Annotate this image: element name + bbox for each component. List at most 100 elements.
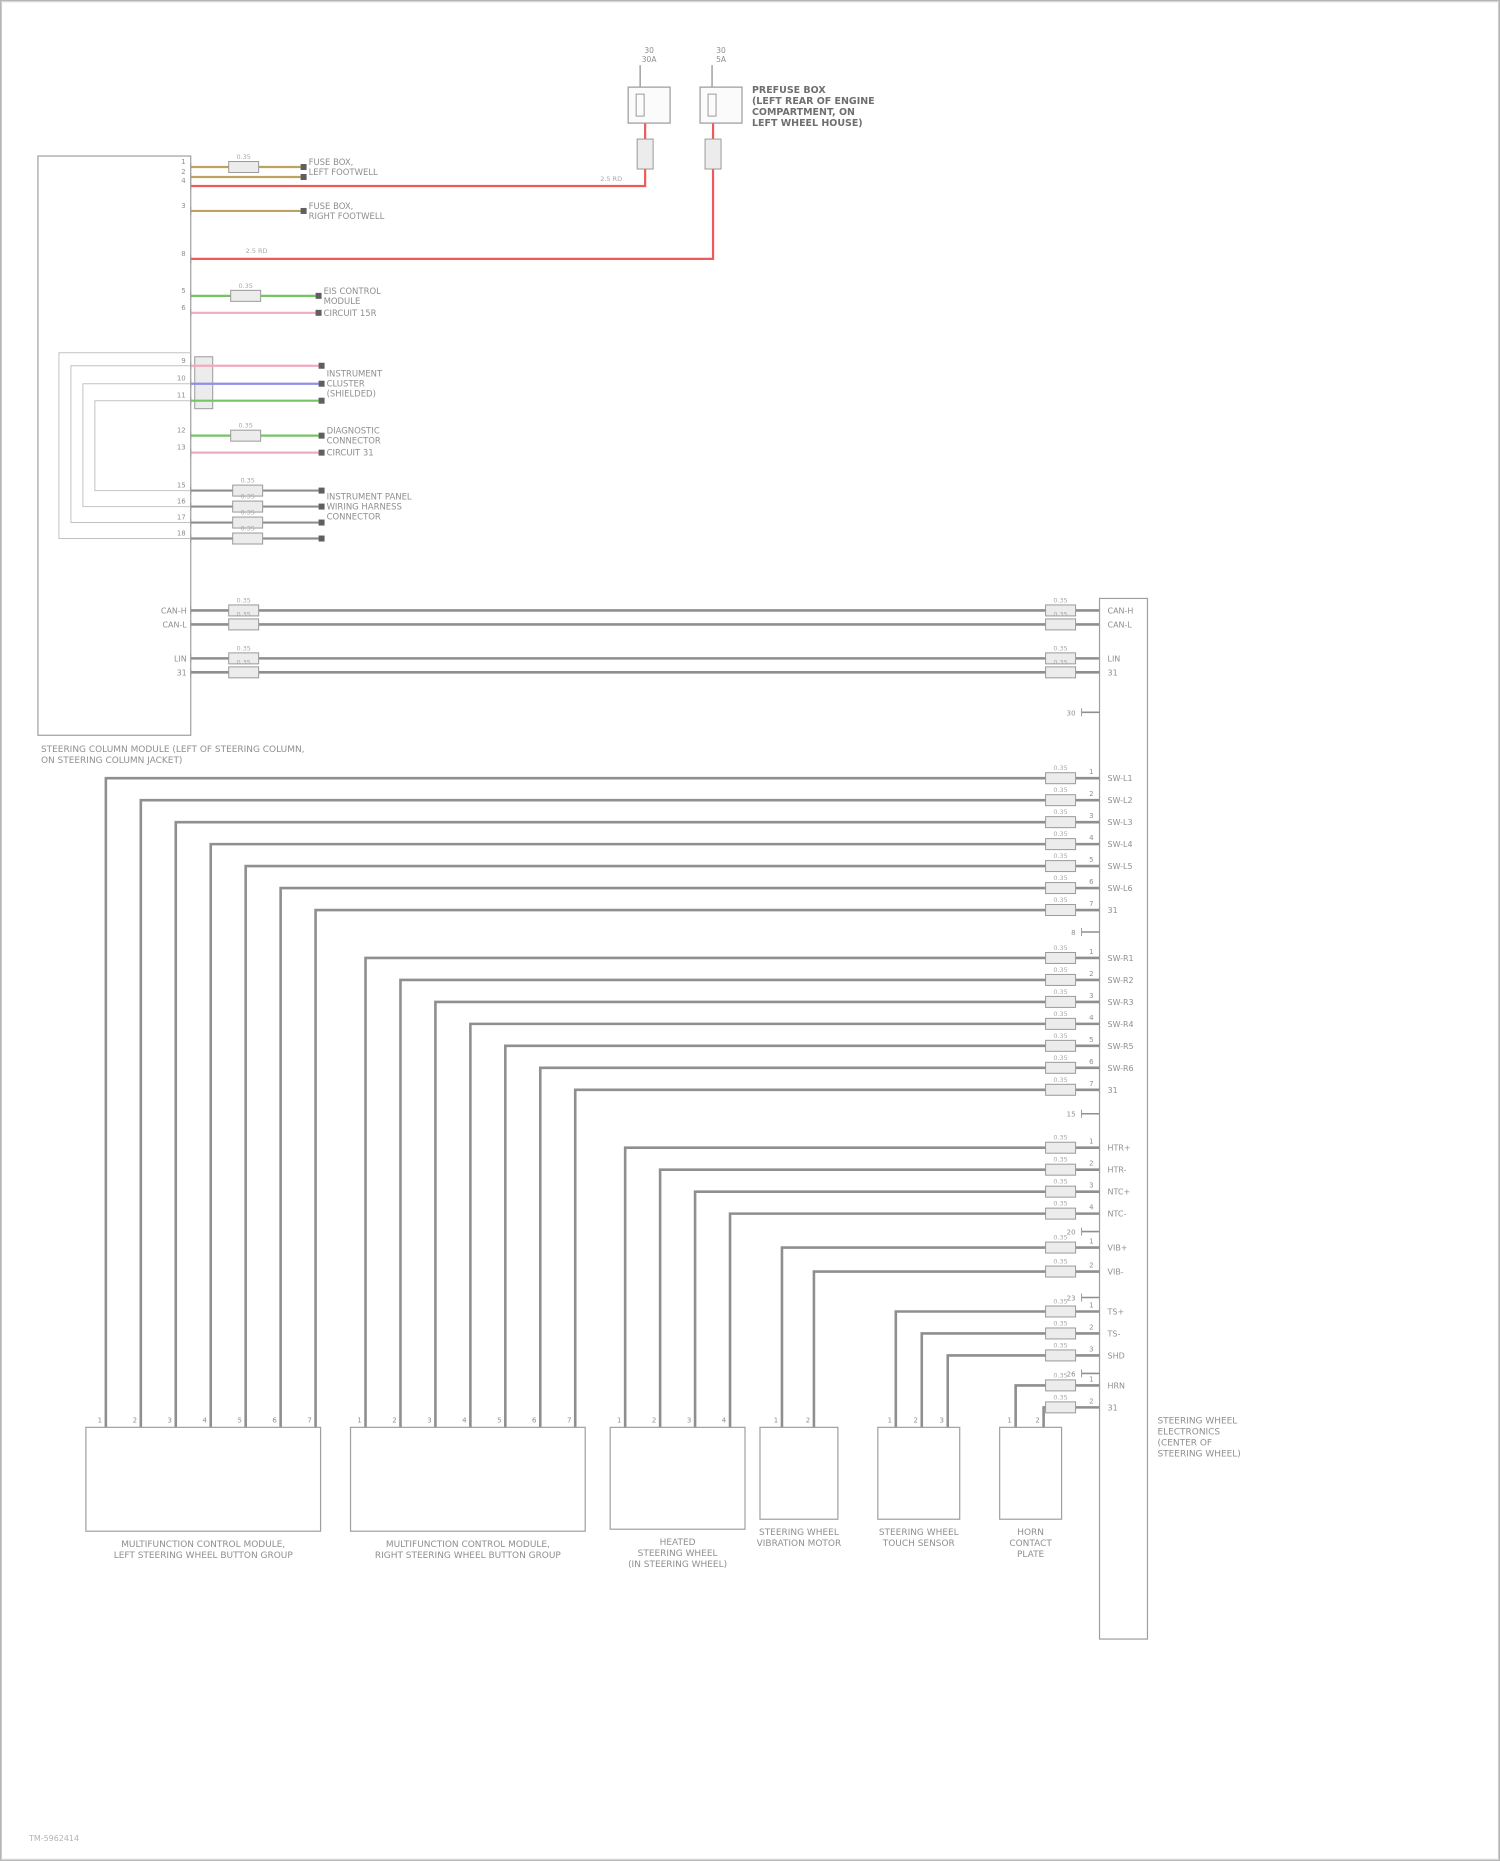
pin-number: 2: [133, 1416, 137, 1424]
pin-number: 3: [1089, 1345, 1093, 1353]
pin-number: 2: [181, 168, 185, 176]
destination-label: FUSE BOX,: [309, 201, 354, 211]
inline-connector: [1045, 973, 1077, 986]
inline-connector: [1045, 1305, 1077, 1318]
pin-number: 7: [1089, 900, 1093, 908]
group-wire: [399, 978, 1100, 1428]
fusebox-label: LEFT WHEEL HOUSE): [752, 118, 863, 129]
gauge-label: 0.35: [1053, 1258, 1067, 1266]
signal-label: SW-L3: [1108, 818, 1133, 827]
pin-number: 1: [1089, 948, 1093, 956]
pin-number: 1: [1089, 1301, 1093, 1309]
gauge-label: 0.35: [1053, 1393, 1067, 1401]
signal-label: VIB+: [1108, 1244, 1128, 1253]
pin-number: 3: [181, 202, 185, 210]
component-label: STEERING WHEEL: [879, 1528, 959, 1538]
group-wire: [244, 864, 1100, 1428]
destination-label: LEFT FOOTWELL: [309, 167, 378, 177]
terminal-dot: [318, 487, 325, 494]
group-wire: [434, 1000, 1100, 1428]
gauge-label: 0.35: [236, 658, 250, 666]
inline-connector: [704, 138, 722, 170]
signal-label: SW-L5: [1108, 862, 1133, 871]
terminal-dot: [318, 380, 325, 387]
fuse-label: 5A: [716, 55, 727, 64]
destination-label: INSTRUMENT PANEL: [327, 492, 412, 502]
signal-label: SW-R3: [1108, 998, 1134, 1007]
group-wire: [780, 1246, 1100, 1428]
fuse-label: 30: [644, 46, 654, 55]
pin-number: 4: [1089, 1014, 1094, 1022]
pin-number: 2: [1089, 1397, 1093, 1405]
group-wire: [728, 1212, 1100, 1428]
pin-number: 4: [203, 1416, 208, 1424]
group-wire: [920, 1332, 1100, 1428]
group-wire: [894, 1310, 1100, 1428]
pin-number: 4: [1089, 834, 1094, 842]
gauge-label: 0.35: [1053, 1010, 1067, 1018]
signal-label: HRN: [1108, 1381, 1126, 1390]
pin-number: 12: [177, 427, 186, 435]
pin-number: 3: [940, 1416, 944, 1424]
pin-number: 3: [1089, 812, 1093, 820]
inline-connector: [1045, 995, 1077, 1008]
pin-number: 2: [806, 1416, 810, 1424]
fusebox-label: PREFUSE BOX: [752, 85, 826, 96]
group-wire: [623, 1146, 1100, 1428]
signal-label: SW-R2: [1108, 976, 1134, 985]
inline-connector: [228, 161, 260, 174]
pin-number: 5: [497, 1416, 501, 1424]
group-wire: [139, 798, 1100, 1428]
pin-number: 1: [774, 1416, 778, 1424]
right-module-label: STEERING WHEEL: [1157, 1416, 1237, 1426]
bus-label-right: LIN: [1108, 654, 1121, 663]
gauge-label: 0.35: [1053, 1341, 1067, 1349]
gauge-label: 2.5 RD: [600, 175, 622, 183]
pin-number: 2: [1089, 790, 1093, 798]
bus-label-right: 31: [1108, 668, 1118, 677]
gauge-label: 0.35: [1053, 1054, 1067, 1062]
inline-connector: [232, 516, 264, 529]
gauge-label: 0.35: [236, 610, 250, 618]
pin-number: 2: [1089, 1262, 1093, 1270]
inline-connector: [230, 289, 262, 302]
fusebox-label: (LEFT REAR OF ENGINE: [752, 96, 875, 107]
inline-connector: [1045, 1141, 1077, 1154]
component-box: [85, 1426, 322, 1532]
pin-number: 4: [722, 1416, 727, 1424]
pin-number: 2: [914, 1416, 918, 1424]
terminal-dot: [318, 535, 325, 542]
signal-label: SW-L6: [1108, 884, 1133, 893]
right-module-box: [1098, 597, 1149, 1640]
pin-number: 7: [1089, 1080, 1093, 1088]
fuse-box: [699, 86, 743, 124]
pin-number: 2: [392, 1416, 396, 1424]
component-box: [609, 1426, 746, 1530]
destination-label: EIS CONTROL: [324, 286, 382, 296]
gauge-label: 0.35: [1053, 1134, 1067, 1142]
signal-label: SW-R6: [1108, 1064, 1134, 1073]
group-wire: [573, 1088, 1100, 1428]
inline-connector: [1045, 1061, 1077, 1074]
fuse-label: 30: [716, 46, 726, 55]
pin-number: 5: [1089, 856, 1093, 864]
pin-number: 8: [1071, 929, 1075, 937]
gauge-label: 0.35: [1053, 966, 1067, 974]
terminal-dot: [318, 503, 325, 510]
pin-number: 4: [181, 177, 186, 185]
inline-connector: [1045, 618, 1077, 631]
pin-number: 1: [1089, 1375, 1093, 1383]
left-module-box: [37, 155, 192, 736]
pin-number: 6: [532, 1416, 536, 1424]
pin-number: 16: [177, 498, 186, 506]
pin-number: 2: [1089, 970, 1093, 978]
terminal-dot: [300, 164, 307, 171]
pin-number: 8: [181, 250, 185, 258]
pin-number: 1: [181, 158, 185, 166]
pin-number: 1: [1007, 1416, 1011, 1424]
component-label: MULTIFUNCTION CONTROL MODULE,: [121, 1540, 285, 1550]
inline-connector: [1045, 652, 1077, 665]
